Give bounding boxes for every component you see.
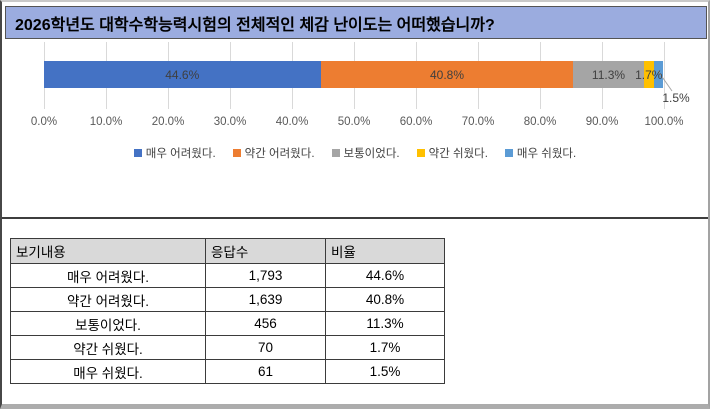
legend-marker-icon (504, 149, 513, 157)
table-row: 약간 어려웠다. 1,639 40.8% (10, 287, 445, 312)
bar-segment-4: 1.7% (635, 61, 662, 88)
table-header-row: 보기내용 응답수 비율 (10, 238, 445, 264)
table-cell: 약간 쉬웠다. (10, 335, 206, 360)
table-row: 매우 쉬웠다. 61 1.5% (10, 359, 445, 384)
x-tick-label: 30.0% (213, 116, 247, 128)
option-column-header: 보기내용 (10, 238, 206, 264)
legend-label: 매우 쉬웠다. (516, 148, 577, 160)
x-tick-label: 0.0% (30, 116, 58, 128)
legend-label: 약간 어려웠다. (244, 148, 315, 160)
table-cell: 매우 어려웠다. (10, 263, 206, 288)
legend-item: 보통이었다. (331, 145, 400, 161)
x-tick-label: 10.0% (89, 116, 123, 128)
x-tick-label: 100.0% (644, 116, 684, 128)
table-cell: 보통이었다. (10, 311, 206, 336)
table-cell: 1.5% (325, 359, 445, 384)
x-axis-ticks: 0.0% 10.0% 20.0% 30.0% 40.0% 50.0% 60.0% 70.0% 8… (31, 116, 684, 130)
legend-marker-icon (416, 149, 425, 157)
results-table: 보기내용 응답수 비율 매우 어려웠다. 1,793 44.6% 약간 어려웠다. 1,… (10, 238, 445, 384)
table-row: 약간 쉬웠다. 70 1.7% (10, 335, 445, 360)
callout-label: 1.5% (662, 91, 690, 105)
legend-label: 보통이었다. (343, 148, 400, 160)
chart-legend: 매우 어려웠다. 약간 어려웠다. 보통이었다. 약간 쉬웠다. 매우 쉬웠다. (2, 145, 708, 161)
table-body: 매우 어려웠다. 1,793 44.6% 약간 어려웠다. 1,639 40.8% 보통이었… (10, 263, 445, 384)
ratio-column-header: 비율 (325, 238, 445, 264)
table-cell: 1,793 (205, 263, 326, 288)
table-row: 매우 어려웠다. 1,793 44.6% (10, 263, 445, 288)
table-cell: 1,639 (205, 287, 326, 312)
table-cell: 매우 쉬웠다. (10, 359, 206, 384)
bar-segment-1: 44.6% (44, 61, 321, 88)
responses-column-header: 응답수 (205, 238, 326, 264)
table-cell: 약간 어려웠다. (10, 287, 206, 312)
bar-segment-2: 40.8% (320, 61, 574, 88)
bar-segment-label: 1.7% (635, 67, 663, 82)
table-cell: 1.7% (325, 335, 445, 360)
table-cell: 40.8% (325, 287, 445, 312)
legend-marker-icon (133, 149, 142, 157)
title-bar: 2026학년도 대학수학능력시험의 전체적인 체감 난이도는 어떠했습니까? (5, 6, 707, 39)
legend-item: 매우 쉬웠다. (504, 145, 577, 161)
legend-marker-icon (331, 149, 340, 157)
bar-segment-label: 44.6% (165, 67, 200, 82)
page-title: 2026학년도 대학수학능력시험의 전체적인 체감 난이도는 어떠했습니까? (15, 16, 495, 34)
legend-marker-icon (232, 149, 241, 157)
x-tick-label: 50.0% (337, 116, 371, 128)
stacked-bar-chart: 44.6% 40.8% 11.3% 1.7% 1.5% 0.0% 10.0% 20.0% 3… (2, 39, 708, 219)
x-tick-label: 90.0% (585, 116, 619, 128)
bar-segment-label: 40.8% (429, 67, 464, 82)
bar-segment-3: 11.3% (573, 61, 644, 88)
x-tick-label: 20.0% (151, 116, 185, 128)
legend-item: 약간 어려웠다. (232, 145, 315, 161)
legend-label: 매우 어려웠다. (145, 148, 216, 160)
table-cell: 11.3% (325, 311, 445, 336)
table-row: 보통이었다. 456 11.3% (10, 311, 445, 336)
x-tick-label: 40.0% (275, 116, 309, 128)
table-cell: 456 (205, 311, 326, 336)
x-tick-label: 80.0% (523, 116, 557, 128)
legend-item: 매우 어려웠다. (133, 145, 216, 161)
x-tick-label: 70.0% (461, 116, 495, 128)
table-section: 보기내용 응답수 비율 매우 어려웠다. 1,793 44.6% 약간 어려웠다. 1,… (2, 219, 708, 384)
table-cell: 61 (205, 359, 326, 384)
table-cell: 70 (205, 335, 326, 360)
legend-label: 약간 쉬웠다. (428, 148, 488, 160)
legend-item: 약간 쉬웠다. (416, 145, 488, 161)
stacked-bar: 44.6% 40.8% 11.3% 1.7% (44, 61, 664, 88)
table-cell: 44.6% (325, 263, 445, 288)
x-tick-label: 60.0% (399, 116, 433, 128)
bar-segment-label: 11.3% (591, 67, 626, 82)
